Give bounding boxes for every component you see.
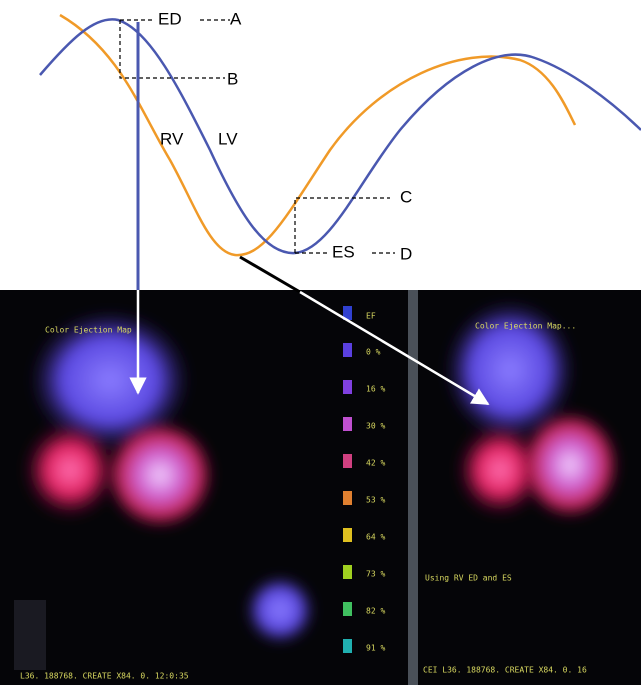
corner-block xyxy=(14,600,46,670)
label-d: D xyxy=(400,244,412,263)
scale-label: 30 % xyxy=(366,422,385,431)
scale-label: 0 % xyxy=(366,348,381,357)
rv-curve xyxy=(59,13,577,257)
panel-separator xyxy=(408,290,418,685)
right-heart-image xyxy=(445,300,620,520)
es-line xyxy=(239,255,301,294)
scale-label: 42 % xyxy=(366,459,385,468)
lv-curve xyxy=(39,18,641,255)
right-title: Color Ejection Map... xyxy=(475,322,576,331)
left-footer: L36. 188768. CREATE X84. 0. 12:0:35 xyxy=(20,672,189,681)
es-arrow xyxy=(299,290,490,406)
scale-label: 82 % xyxy=(366,607,385,616)
scale-swatch xyxy=(343,417,352,431)
scale-swatch xyxy=(343,306,352,320)
reference-dashes xyxy=(119,19,395,254)
label-es: ES xyxy=(332,242,355,261)
scale-label: 16 % xyxy=(366,385,385,394)
color-scale: 0 % 16 % 30 % 42 % 53 % 64 % 73 % 82 % 91 % xyxy=(343,306,385,653)
label-rv: RV xyxy=(160,129,184,148)
label-a: A xyxy=(230,9,242,28)
scale-swatch xyxy=(343,602,352,616)
label-lv: LV xyxy=(218,129,238,148)
scale-label: 53 % xyxy=(366,496,385,505)
label-b: B xyxy=(227,69,238,88)
right-footer: CEI L36. 188768. CREATE X84. 0. 16 xyxy=(423,666,587,675)
scale-header: EF xyxy=(366,312,376,321)
label-c: C xyxy=(400,187,412,206)
scale-label: 73 % xyxy=(366,570,385,579)
scale-swatch xyxy=(343,639,352,653)
scale-label: 91 % xyxy=(366,644,385,653)
left-heart-image xyxy=(22,310,315,645)
scale-swatch xyxy=(343,528,352,542)
scale-swatch xyxy=(343,454,352,468)
scale-swatch xyxy=(343,491,352,505)
scale-swatch xyxy=(343,565,352,579)
label-ed: ED xyxy=(158,9,182,28)
scale-swatch xyxy=(343,380,352,394)
left-title: Color Ejection Map xyxy=(45,326,132,335)
right-note: Using RV ED and ES xyxy=(425,574,512,583)
scale-label: 64 % xyxy=(366,533,385,542)
scale-swatch xyxy=(343,343,352,357)
